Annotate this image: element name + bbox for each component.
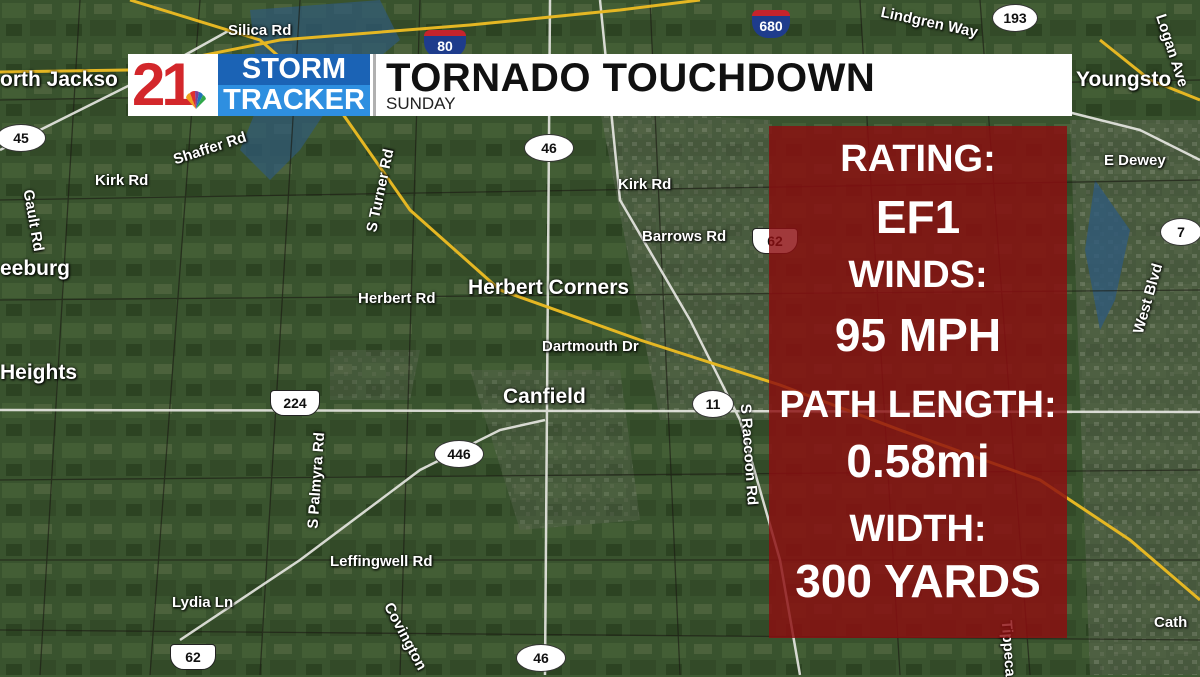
road-label-silica: Silica Rd xyxy=(228,22,292,39)
road-label-kirk-west: Kirk Rd xyxy=(95,172,149,189)
road-label-leffingwell: Leffingwell Rd xyxy=(330,553,433,570)
winds-label: WINDS: xyxy=(848,254,988,296)
page-subtitle: SUNDAY xyxy=(386,94,456,113)
road-label-cath: Cath xyxy=(1154,614,1188,631)
title-box: TORNADO TOUCHDOWN SUNDAY xyxy=(373,54,1072,116)
path-length-label: PATH LENGTH: xyxy=(779,384,1057,426)
us-224-shield: 224 xyxy=(270,390,320,416)
place-label-heights: Heights xyxy=(0,361,78,384)
interstate-80-shield: 80 xyxy=(424,30,466,58)
route-45-shield: 45 xyxy=(0,124,46,152)
logo-storm-text: STORM xyxy=(218,54,370,85)
us-62-shield-bottom: 62 xyxy=(170,644,216,670)
rating-label: RATING: xyxy=(840,138,996,180)
place-label-north-jackson: orth Jackso xyxy=(0,68,118,91)
path-length-value: 0.58mi xyxy=(846,435,990,487)
rating-value: EF1 xyxy=(875,191,961,243)
route-7-shield: 7 xyxy=(1160,218,1200,246)
route-11-shield: 11 xyxy=(692,390,734,418)
interstate-680-shield: 680 xyxy=(752,10,790,38)
road-label-kirk-east: Kirk Rd xyxy=(618,176,672,193)
route-193-shield: 193 xyxy=(992,4,1038,32)
width-label: WIDTH: xyxy=(849,508,987,550)
road-label-lydia: Lydia Ln xyxy=(172,594,234,611)
place-label-reeburg: eeburg xyxy=(0,257,71,280)
route-446-shield: 446 xyxy=(434,440,484,468)
title-banner: 21 STORM TRACKER TORNADO TOUCHDOWN SUNDA… xyxy=(128,51,1072,118)
place-label-canfield: Canfield xyxy=(503,385,586,408)
route-46-shield-top: 46 xyxy=(524,134,574,162)
road-label-herbert: Herbert Rd xyxy=(358,290,436,307)
logo-tracker-text: TRACKER xyxy=(218,85,370,116)
route-46-shield-bottom: 46 xyxy=(516,644,566,672)
place-label-youngstown: Youngsto xyxy=(1076,68,1172,91)
peacock-icon xyxy=(186,90,206,109)
width-value: 300 YARDS xyxy=(795,555,1041,607)
tornado-stats-panel: RATING: EF1 WINDS: 95 MPH PATH LENGTH: 0… xyxy=(769,126,1067,638)
place-label-herbert-corners: Herbert Corners xyxy=(468,276,630,299)
page-title: TORNADO TOUCHDOWN xyxy=(386,56,876,100)
road-label-e-dewey: E Dewey xyxy=(1104,152,1166,169)
road-label-barrows: Barrows Rd xyxy=(642,228,727,245)
road-label-dartmouth: Dartmouth Dr xyxy=(542,338,639,355)
channel-number: 21 xyxy=(132,51,195,118)
station-logo: 21 STORM TRACKER xyxy=(128,51,373,118)
winds-value: 95 MPH xyxy=(834,309,1002,361)
